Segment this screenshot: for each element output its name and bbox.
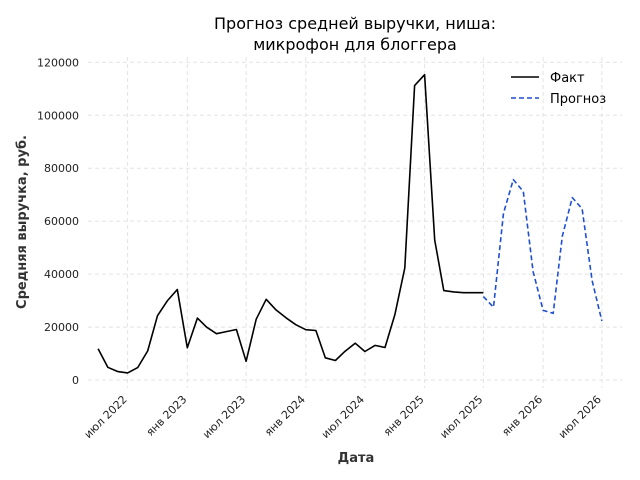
x-tick-label: июл 2023 (200, 393, 248, 441)
x-tick-label: янв 2026 (499, 393, 545, 439)
x-axis-ticks: июл 2022 янв 2023 июл 2023 янв 2024 июл 2024… (82, 393, 604, 441)
x-tick-label: июл 2025 (437, 393, 485, 441)
x-axis-label: Дата (338, 451, 375, 466)
x-tick-label: янв 2024 (262, 393, 308, 439)
x-tick-label: янв 2025 (381, 393, 427, 439)
x-tick-label: янв 2023 (144, 393, 190, 439)
legend-label-forecast: Прогноз (550, 92, 606, 107)
x-tick-label: июл 2024 (319, 393, 367, 441)
y-tick-label: 0 (72, 374, 79, 387)
x-tick-label: июл 2026 (556, 393, 604, 441)
y-tick-label: 40000 (44, 268, 79, 281)
series-lines (97, 73, 603, 374)
y-tick-label: 120000 (37, 56, 79, 69)
y-axis-ticks: 0 20000 40000 60000 80000 100000 120000 (37, 56, 79, 387)
chart-title-line-2: микрофон для блоггера (253, 35, 457, 54)
y-axis-label: Средняя выручка, руб. (15, 135, 30, 309)
y-tick-label: 100000 (37, 109, 79, 122)
y-tick-label: 60000 (44, 215, 79, 228)
series-line-forecast (482, 178, 603, 322)
legend-label-fact: Факт (550, 71, 585, 86)
chart-title-line-1: Прогноз средней выручки, ниша: (214, 14, 496, 33)
legend: Факт Прогноз (511, 71, 606, 107)
y-tick-label: 20000 (44, 321, 79, 334)
series-line-fact (97, 73, 484, 374)
y-tick-label: 80000 (44, 162, 79, 175)
grid (88, 57, 622, 388)
x-tick-label: июл 2022 (82, 393, 130, 441)
